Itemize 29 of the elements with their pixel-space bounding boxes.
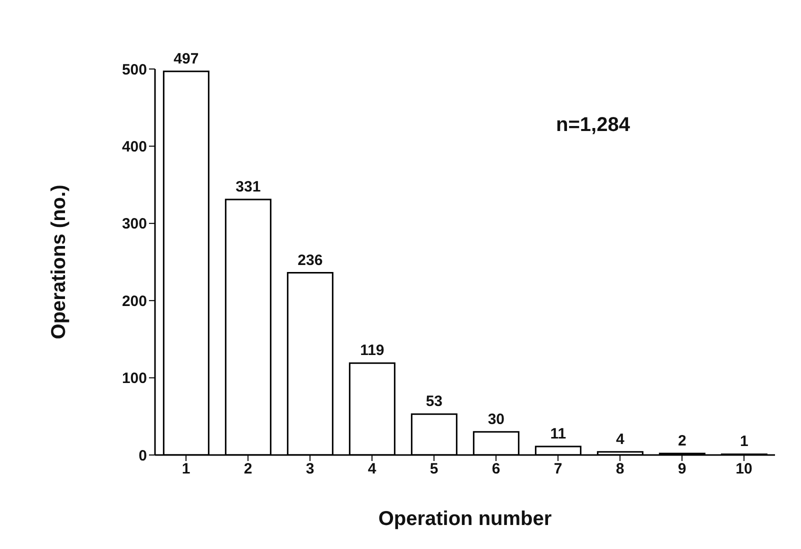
y-tick-label: 500 (122, 61, 147, 78)
data-label: 331 (236, 178, 261, 196)
x-tick-label: 6 (492, 460, 500, 478)
x-tick-label: 1 (182, 460, 190, 478)
data-label: 53 (426, 393, 443, 410)
annotation: n=1,284 (556, 114, 630, 137)
x-tick-label: 7 (554, 460, 562, 478)
data-label: 119 (360, 342, 384, 360)
x-tick-label: 3 (306, 460, 314, 478)
y-tick-label: 100 (122, 370, 147, 388)
x-tick-label: 5 (430, 460, 438, 478)
y-axis-title: Operations (no.) (48, 184, 70, 340)
data-label: 4 (616, 430, 626, 448)
x-tick-label: 2 (244, 460, 252, 478)
x-tick-label: 10 (736, 460, 752, 478)
y-tick-label: 400 (122, 138, 147, 156)
y-tick-label: 200 (122, 292, 147, 310)
y-tick-label: 0 (138, 447, 147, 464)
data-label: 236 (298, 252, 323, 269)
x-tick-label: 8 (616, 460, 624, 478)
data-label: 1 (740, 433, 748, 450)
data-label: 30 (488, 410, 505, 428)
y-tick-label: 300 (122, 216, 147, 233)
x-tick-label: 9 (678, 460, 686, 478)
x-tick-label: 4 (368, 460, 377, 478)
data-label: 11 (550, 426, 566, 443)
x-axis-title: Operation number (378, 508, 552, 530)
data-label: 497 (174, 50, 199, 68)
data-label: 2 (678, 432, 686, 450)
